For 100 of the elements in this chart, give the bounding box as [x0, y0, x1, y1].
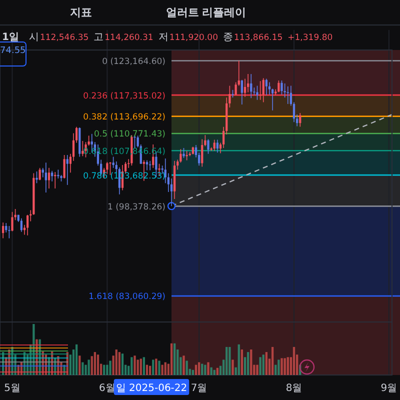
candlestick: [63, 154, 66, 179]
bar: [286, 357, 289, 375]
bar: [115, 350, 118, 375]
bar: [246, 352, 250, 375]
candlestick: [48, 168, 50, 189]
candlestick: [207, 138, 210, 154]
candlestick: [8, 226, 10, 239]
bar: [164, 362, 166, 375]
candlestick: [50, 170, 54, 182]
bar: [140, 358, 142, 375]
text: 고: [94, 32, 104, 43]
bar: [158, 360, 160, 375]
x-tick-label: 5월: [4, 383, 20, 394]
candlestick: [20, 218, 23, 232]
bar: [161, 364, 164, 375]
bar: [186, 360, 188, 375]
text: 지표: [69, 6, 92, 19]
candlestick: [280, 80, 283, 95]
bar: [207, 362, 210, 375]
bar: [94, 352, 96, 375]
candlestick: [250, 74, 252, 99]
ref-line-label: 1 (98,378.26): [107, 202, 166, 212]
annotation: 74.55: [0, 46, 26, 56]
candlestick: [36, 171, 38, 184]
bar: [121, 354, 124, 375]
bar: [284, 358, 286, 375]
candlestick: [5, 222, 8, 233]
candlestick: [186, 150, 188, 161]
candlestick: [109, 162, 112, 176]
bar: [152, 360, 154, 375]
bar: [240, 350, 244, 375]
text: 얼러트: [166, 6, 199, 19]
bar: [198, 362, 200, 375]
bar: [118, 352, 121, 375]
x-tick-label: 7월: [190, 383, 208, 394]
bar: [130, 357, 133, 375]
candlestick: [201, 138, 204, 168]
ref-line-label: 1.618 (83,060.29): [88, 292, 166, 302]
bar: [88, 360, 90, 375]
candlestick: [106, 162, 108, 174]
bar: [192, 370, 194, 375]
candlestick: [112, 156, 114, 168]
bar: [228, 346, 231, 375]
candlestick: [26, 214, 29, 236]
candlestick: [259, 80, 262, 100]
bar: [134, 356, 136, 375]
bar: [226, 346, 228, 375]
candlestick: [66, 154, 68, 186]
x-tick-label: 9월: [380, 383, 398, 394]
bar: [173, 343, 176, 375]
candlestick: [213, 139, 216, 152]
text: 113,866.15: [234, 33, 283, 43]
bar: [136, 360, 139, 375]
candlestick: [246, 74, 250, 93]
ref-line-label: 0.5 (110,771.43): [94, 130, 166, 140]
bar: [232, 360, 234, 375]
bar: [78, 356, 81, 375]
bar: [148, 366, 152, 375]
bar: [265, 352, 268, 375]
bar: [278, 360, 280, 375]
candlestick: [146, 160, 148, 171]
bar: [90, 356, 93, 375]
text: 리플레이: [202, 6, 246, 19]
candlestick: [265, 78, 268, 96]
candlestick: [44, 162, 48, 193]
bar: [170, 343, 173, 375]
bar: [259, 357, 262, 375]
bar: [146, 364, 148, 375]
text: +1,319.80: [288, 33, 333, 43]
text: 일 2025-06-22: [116, 383, 188, 394]
text: 112,546.35: [40, 33, 89, 43]
candlestick: [286, 86, 289, 104]
candlestick: [182, 148, 185, 158]
candlestick: [216, 139, 219, 154]
bar: [155, 358, 158, 375]
bar: [96, 354, 100, 375]
bar: [106, 364, 108, 375]
x-tick-label: 8월: [286, 383, 302, 394]
candlestick: [299, 112, 302, 128]
ref-line-label: 0.382 (113,696.22): [83, 112, 166, 123]
bar: [213, 370, 216, 375]
bar: [82, 362, 84, 375]
text: 111,920.00: [169, 33, 218, 43]
bar: [103, 364, 106, 375]
bar: [271, 346, 274, 375]
text: 1일: [2, 32, 19, 43]
candlestick: [278, 80, 280, 93]
candlestick: [240, 80, 244, 105]
bar: [292, 346, 296, 375]
bar: [201, 364, 204, 375]
bar: [210, 367, 212, 375]
bar: [238, 344, 240, 375]
candlestick: [38, 168, 41, 181]
ref-line-label: 0.236 (117,315.02): [83, 91, 166, 102]
candlestick: [262, 78, 264, 103]
bar: [142, 357, 146, 375]
bar: [262, 354, 264, 375]
ref-line-label: 0 (123,164.60): [102, 56, 166, 67]
bar: [250, 350, 252, 375]
bar: [182, 356, 185, 375]
